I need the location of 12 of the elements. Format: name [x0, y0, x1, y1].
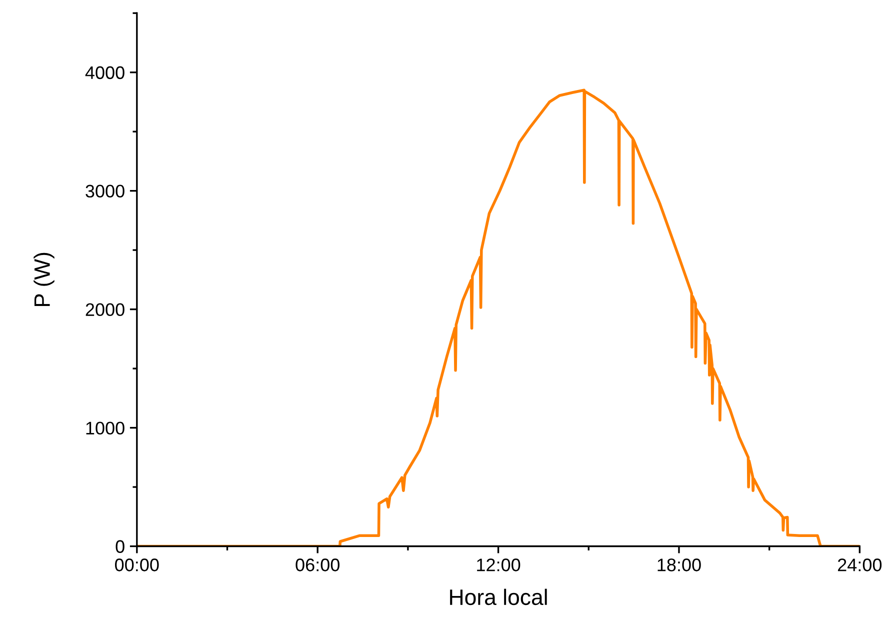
x-tick-label: 00:00 [115, 558, 159, 572]
x-tick-label: 18:00 [658, 558, 701, 572]
y-axis-title: P (W) [34, 252, 54, 306]
y-tick-label: 0 [116, 540, 124, 553]
y-tick-label: 3000 [86, 184, 124, 198]
y-tick-label: 4000 [85, 66, 124, 80]
y-tick-label: 2000 [86, 303, 124, 316]
x-tick-label: 06:00 [296, 558, 340, 572]
x-tick-label: 12:00 [477, 558, 520, 572]
y-tick-label: 1000 [86, 422, 124, 434]
x-axis-title: Hora local [450, 588, 547, 606]
x-tick-label: 24:00 [838, 558, 882, 572]
